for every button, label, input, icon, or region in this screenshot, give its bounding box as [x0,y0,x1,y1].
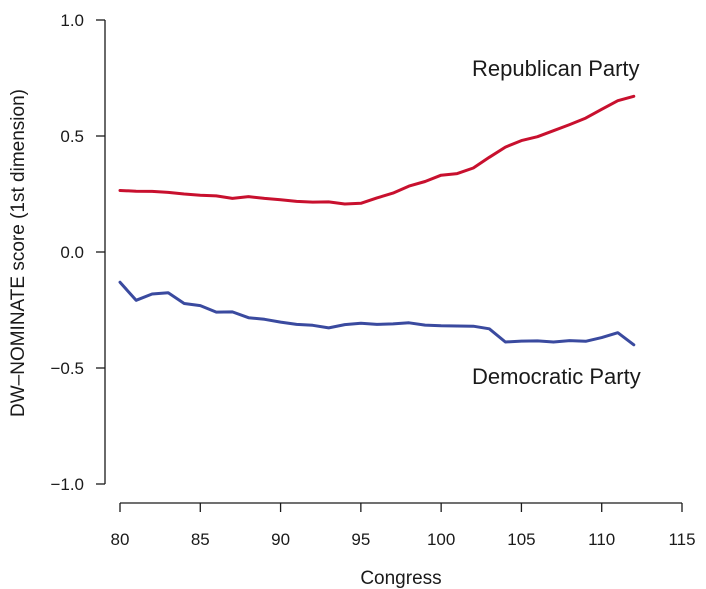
series-line-republican-party [118,94,636,206]
y-tick-label-4: −1.0 [50,475,84,494]
x-tick-label-85: 85 [191,530,210,549]
x-tick-label-80: 80 [111,530,130,549]
y-tick-label-2: 0.0 [60,243,84,262]
series-label-democratic-party: Democratic Party [472,364,641,389]
x-tick-label-100: 100 [427,530,455,549]
y-axis: 1.0 0.5 0.0 −0.5 −1.0 [50,11,106,494]
x-axis: 80 85 90 95 100 105 110 115 [111,502,696,549]
x-tick-label-90: 90 [271,530,290,549]
y-tick-label-3: −0.5 [50,359,84,378]
y-tick-label-1: 0.5 [60,127,84,146]
x-tick-label-110: 110 [588,530,615,549]
x-tick-label-95: 95 [351,530,370,549]
y-axis-title: DW–NOMINATE score (1st dimension) [8,89,29,417]
y-tick-label-0: 1.0 [60,11,84,30]
series-line-democratic-party [118,280,636,347]
series-group [118,94,636,347]
x-tick-label-115: 115 [668,530,695,549]
x-axis-title: Congress [360,568,441,589]
series-label-republican-party: Republican Party [472,56,640,81]
x-tick-label-105: 105 [507,530,535,549]
